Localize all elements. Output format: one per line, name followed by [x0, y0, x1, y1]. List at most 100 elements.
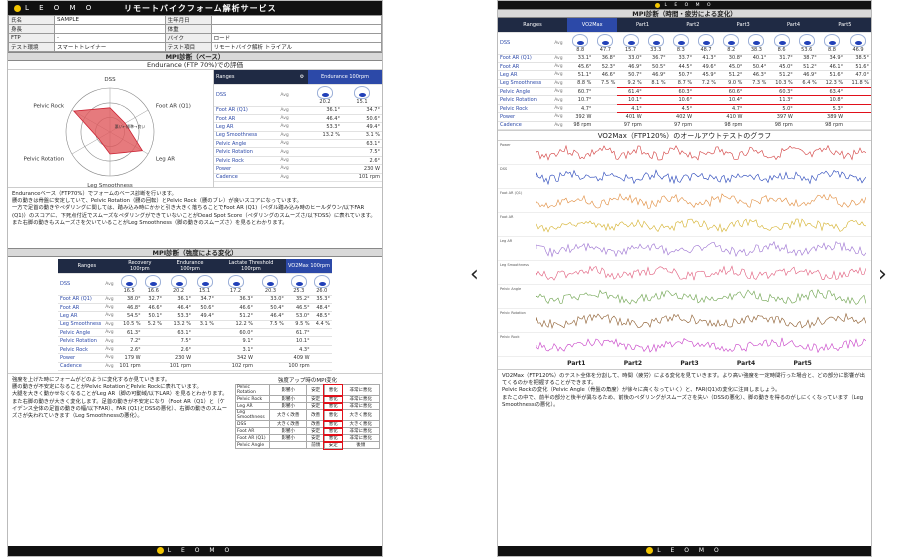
- gauge-icon: [647, 33, 664, 47]
- mpi-level: 安定: [306, 427, 325, 436]
- gauge-icon: [145, 274, 162, 288]
- cell-value: 26.0: [311, 273, 332, 296]
- lane-plot: [536, 169, 866, 186]
- cell-value: [794, 121, 819, 131]
- mpi-level: 安定: [323, 440, 344, 450]
- value-right: 3.1 %: [342, 131, 382, 141]
- cell-value: 25.3: [285, 273, 312, 296]
- value-right: 63.1°: [342, 139, 382, 149]
- cell-value: 60.7°: [567, 87, 594, 97]
- cell-value: 12.2 %: [216, 320, 255, 330]
- stat-label: Avg: [552, 104, 567, 114]
- paragraph: 腰の動きが不安定になることがPelvic RotationとPelvic Roc…: [12, 384, 202, 391]
- cell-value: 46.9°: [794, 70, 819, 80]
- cell-value: 30.8°: [718, 54, 745, 63]
- mpi-level: 安定: [306, 402, 325, 411]
- metric-name: DSS: [214, 84, 279, 107]
- mpi-level: [268, 441, 308, 450]
- value-right: 7.5°: [342, 147, 382, 157]
- cell-value: [643, 103, 668, 114]
- table-row: Pelvic Angle Avg 63.1°: [214, 139, 382, 149]
- table-row: Cadence Avg 101 rpm 101 rpm 102 rpm 100 rpm: [58, 362, 332, 372]
- column-header: Recovery 100rpm: [115, 259, 165, 274]
- gauge-icon: [227, 274, 244, 288]
- cell-value: 179 W: [115, 353, 143, 363]
- stat-label: Avg: [278, 147, 296, 157]
- cell-value: 5.2 %: [142, 320, 165, 330]
- mpi-row: Leg AR 影響小 安定 悪化 非常に悪化: [235, 401, 381, 411]
- next-page-arrow[interactable]: ›: [878, 262, 887, 287]
- cell-value: 34.9°: [818, 54, 846, 63]
- footer-logo-text: L E O M O: [167, 547, 234, 554]
- info-row: 身長 体重: [8, 24, 382, 34]
- cell-value: 102 rpm: [216, 362, 255, 372]
- cell-value: 2.6°: [115, 345, 143, 355]
- stat-label: Avg: [103, 353, 116, 363]
- table-row: Pelvic Angle Avg 60.7° 61.4° 60.3° 60.6° 60.3°…: [498, 87, 871, 97]
- mpi-level: 非常に悪化: [341, 384, 381, 397]
- column-header: VO2Max: [567, 18, 618, 33]
- mpi-level: 非常に悪化: [341, 395, 381, 404]
- table-row: Leg Smoothness Avg 10.5 % 5.2 % 13.2 % 3.1 % 1…: [58, 320, 332, 330]
- column-header: VO2Max 100rpm: [285, 259, 332, 274]
- lane-label: Foot AR: [500, 215, 514, 220]
- mpi-level: 影響小: [268, 402, 308, 411]
- table-row: Foot AR Avg 46.4° 50.6°: [214, 114, 382, 124]
- cell-value: 2.6°: [164, 345, 194, 355]
- paragraph: また右脚の動きが大きく変化します。足首の動きが不安定になり（Foot AR（Q1…: [12, 398, 228, 420]
- radar-axis-label: Pelvic Rotation: [24, 157, 65, 163]
- chevron-left-icon[interactable]: ‹: [470, 262, 479, 287]
- paragraph: 一方で足首の動きやペダリングに関しては、踏み込み時にかかと引き大きく落ちることで…: [12, 205, 376, 219]
- cell-value: 98 rpm: [818, 121, 846, 131]
- cell-value: [845, 103, 871, 114]
- cell-value: [794, 112, 819, 122]
- intensity-diagnosis-text: 強度を上げた時にフォームがどのように変化するか見ていきます。 腰の動きが不安定にな…: [8, 374, 233, 451]
- metric-name: Pelvic Angle: [498, 87, 553, 97]
- column-header: Part5: [818, 18, 871, 33]
- info-value: [210, 15, 382, 25]
- lane-label: Pelvic Angle: [500, 287, 522, 292]
- cell-value: 63.1°: [164, 328, 194, 338]
- cell-value: 10.7°: [567, 95, 594, 105]
- lane-plot: [536, 241, 866, 258]
- mpi-metric: Foot AR (Q1): [235, 434, 270, 443]
- cell-value: [643, 121, 668, 131]
- table-row: Cadence Avg 101 rpm: [214, 173, 382, 183]
- info-label: テスト項目: [164, 42, 212, 52]
- cell-value: [593, 112, 618, 122]
- graph-lane: Pelvic Angle: [498, 285, 871, 310]
- table-row: Pelvic Rock Avg 4.7° 4.1° 4.5° 4.7° 5.0° 5.3°: [498, 103, 871, 114]
- footer-logo-icon: [156, 547, 164, 554]
- paragraph: 強度を上げた時にフォームがどのように変化するか見ていきます。: [12, 377, 171, 384]
- lane-label: Pelvic Rock: [500, 335, 520, 340]
- cell-value: 8.8: [818, 32, 846, 55]
- graph-lane: DSS: [498, 165, 871, 190]
- cell-value: 31.7°: [768, 54, 795, 63]
- radar-chart-svg: DSS Foot AR (Q1) Leg AR Leg Smoothness Pelvi…: [24, 77, 191, 189]
- cell-value: 12.3 %: [818, 78, 846, 89]
- cell-value: 5.3°: [818, 103, 846, 114]
- cell-value: [142, 345, 165, 355]
- prev-page-arrow[interactable]: ‹: [470, 262, 479, 287]
- mpi-level: 前傾: [306, 441, 325, 450]
- cell-value: [142, 353, 165, 363]
- left-document-page: L E O M O リモートバイクフォーム解析サービス 氏名 SAMPLE 生年月日…: [7, 0, 383, 557]
- metric-name: Power: [58, 353, 104, 363]
- cell-value: [255, 328, 286, 338]
- cell-value: 4.5°: [667, 103, 695, 114]
- info-row: テスト環境 スマートトレイナー テスト項目 リモートバイク解析 トライアル: [8, 42, 382, 52]
- cell-value: 33.3: [643, 32, 668, 55]
- table-row: Foot AR (Q1) Avg 33.1° 36.8° 33.0° 36.7° 33.7°…: [498, 54, 871, 63]
- lane-plot: [536, 193, 866, 209]
- part-label: Part2: [623, 359, 643, 367]
- mpi-row: Leg Smoothness 大きく改善 改善 悪化 大きく悪化: [235, 408, 381, 422]
- graph-lane: Foot AR: [498, 213, 871, 238]
- graph-lane: Power: [498, 141, 871, 166]
- chevron-right-icon[interactable]: ›: [878, 262, 887, 287]
- metric-name: Pelvic Rock: [498, 104, 553, 114]
- cell-value: 38.5°: [845, 54, 871, 63]
- cell-value: 35.2°: [285, 295, 312, 304]
- metric-name: Cadence: [498, 121, 553, 131]
- document-footer: L E O M O: [8, 546, 382, 556]
- athlete-info-table: 氏名 SAMPLE 生年月日 身長 体重 FTP - バイク ロード テスト環境 スマートトレイナー…: [8, 15, 382, 52]
